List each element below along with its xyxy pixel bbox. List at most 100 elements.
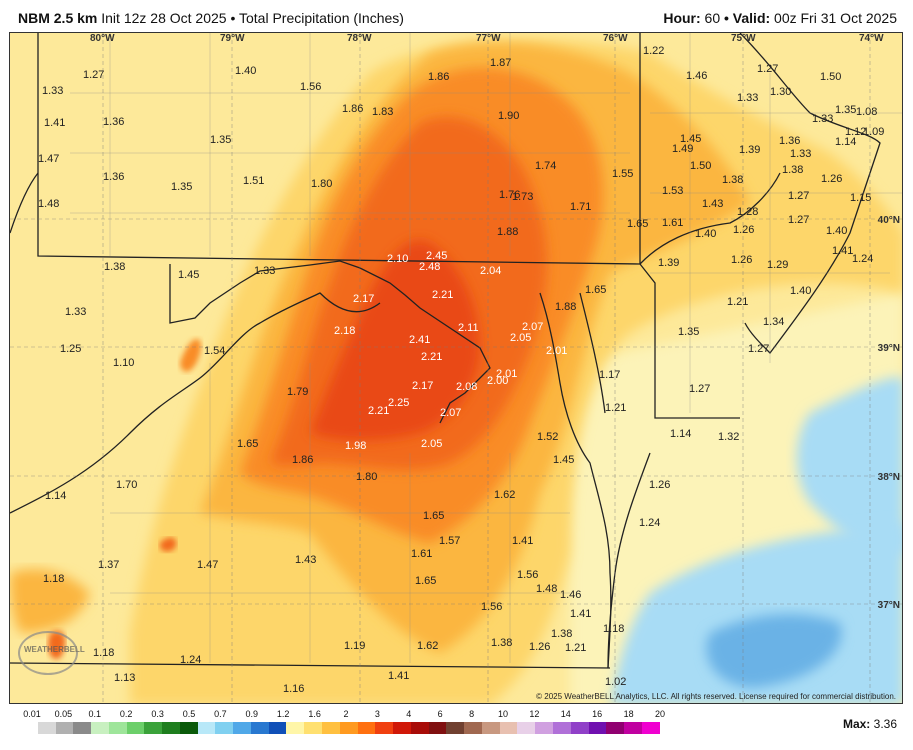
precip-value-label: 1.80 — [356, 471, 378, 483]
precip-value-label: 1.02 — [605, 676, 627, 688]
precip-value-label: 2.17 — [353, 293, 375, 305]
precip-value-label: 1.71 — [570, 201, 592, 213]
precip-value-label: 1.33 — [42, 85, 64, 97]
precip-value-label: 1.56 — [481, 601, 503, 613]
precip-value-label: 1.65 — [627, 218, 649, 230]
legend-tick-label: 3 — [374, 709, 380, 719]
precip-value-label: 2.11 — [458, 322, 479, 334]
precip-value-label: 1.61 — [662, 217, 684, 229]
precip-value-label: 2.18 — [334, 325, 356, 337]
precip-value-label: 1.25 — [60, 343, 82, 355]
legend-tick-label: 0.3 — [151, 709, 164, 719]
precip-value-label: 1.46 — [560, 589, 582, 601]
legend-swatch — [428, 722, 447, 734]
precip-value-label: 1.27 — [689, 383, 711, 395]
precip-value-label: 1.21 — [605, 402, 627, 414]
legend-swatch — [162, 722, 180, 734]
hour-label: Hour: — [663, 10, 701, 26]
precip-value-label: 1.41 — [832, 245, 854, 257]
oh-border — [10, 172, 39, 234]
precip-value-label: 2.25 — [388, 397, 410, 409]
legend-swatch — [144, 722, 163, 734]
legend-swatch — [624, 722, 642, 734]
legend-swatch — [268, 722, 287, 734]
max-readout: Max: 3.36 — [843, 717, 897, 731]
precip-value-label: 2.07 — [440, 407, 462, 419]
product-name: • Total Precipitation (Inches) — [230, 10, 404, 26]
precip-value-label: 1.40 — [826, 225, 848, 237]
precip-value-label: 1.26 — [733, 224, 755, 236]
precip-value-label: 1.98 — [345, 440, 367, 452]
precip-value-label: 1.26 — [529, 641, 551, 653]
legend-tick-label: 0.5 — [182, 709, 196, 719]
precip-value-label: 1.14 — [45, 490, 67, 502]
legend-swatch — [588, 722, 607, 734]
precip-value-label: 1.26 — [649, 479, 671, 491]
lat-label-40n: 40°N — [877, 215, 900, 226]
precip-value-label: 1.37 — [98, 559, 120, 571]
precip-value-label: 1.73 — [512, 191, 534, 203]
precip-value-label: 1.50 — [690, 160, 712, 172]
precip-value-label: 1.29 — [767, 259, 789, 271]
precip-value-label: 1.22 — [643, 45, 665, 57]
nj-counties — [650, 33, 902, 413]
de-border — [639, 263, 740, 419]
legend-tick-label: 0.9 — [245, 709, 259, 719]
precip-value-label: 1.57 — [439, 535, 461, 547]
copyright-notice: © 2025 WeatherBELL Analytics, LLC. All r… — [536, 692, 896, 701]
va-nc-border — [10, 662, 611, 669]
precip-value-label: 1.39 — [739, 144, 761, 156]
precip-value-label: 1.35 — [678, 326, 700, 338]
lat-label-39n: 39°N — [877, 343, 900, 354]
precip-value-label: 1.53 — [662, 185, 684, 197]
legend-swatch — [552, 722, 571, 734]
precip-value-label: 1.38 — [491, 637, 513, 649]
precip-value-label: 1.43 — [702, 198, 724, 210]
precip-value-label: 2.21 — [432, 289, 454, 301]
pa-counties — [70, 33, 630, 256]
precip-value-label: 1.47 — [197, 559, 219, 571]
legend-swatch — [481, 722, 500, 734]
precip-value-label: 1.27 — [757, 63, 779, 75]
precip-value-label: 1.83 — [372, 106, 394, 118]
legend-tick-label: 16 — [592, 709, 603, 719]
precip-value-label: 1.40 — [695, 228, 717, 240]
precip-value-label: 1.45 — [178, 269, 200, 281]
legend-tick-label: 4 — [406, 709, 412, 719]
legend-color-bar — [20, 722, 660, 734]
precip-value-label: 1.14 — [835, 136, 857, 148]
map-graphic — [10, 33, 902, 703]
precip-value-label: 2.01 — [496, 368, 518, 380]
lon-label-74w: 74°W — [859, 33, 884, 44]
precip-value-label: 1.54 — [204, 345, 226, 357]
precip-value-label: 1.18 — [93, 647, 115, 659]
legend-tick-label: 12 — [529, 709, 540, 719]
legend-swatch — [393, 722, 411, 734]
legend-swatch — [73, 722, 92, 734]
precip-value-label: 1.33 — [65, 306, 87, 318]
precip-value-label: 1.18 — [43, 573, 65, 585]
va-counties — [110, 363, 570, 663]
precip-value-label: 1.43 — [295, 554, 317, 566]
legend-swatch — [375, 722, 394, 734]
precip-value-label: 1.80 — [311, 178, 333, 190]
precip-value-label: 1.36 — [779, 135, 801, 147]
precip-value-label: 1.41 — [44, 117, 66, 129]
legend-swatch — [339, 722, 358, 734]
precipitation-map: 80°W 79°W 78°W 77°W 76°W 75°W 74°W 40°N … — [9, 32, 903, 704]
precip-value-label: 1.17 — [599, 369, 621, 381]
precip-value-label: 1.40 — [790, 285, 812, 297]
pa-border — [37, 33, 641, 265]
precip-value-label: 1.56 — [517, 569, 539, 581]
wv-va-border — [10, 292, 381, 514]
legend-tick-label: 18 — [623, 709, 634, 719]
precip-value-label: 1.74 — [535, 160, 557, 172]
precip-value-label: 2.48 — [419, 261, 441, 273]
precip-value-label: 1.33 — [254, 265, 276, 277]
precip-value-label: 1.35 — [171, 181, 193, 193]
precip-value-label: 1.61 — [411, 548, 433, 560]
precip-value-label: 1.19 — [344, 640, 366, 652]
red-core-region — [310, 240, 480, 441]
precip-value-label: 1.50 — [820, 71, 842, 83]
precip-value-label: 1.56 — [300, 81, 322, 93]
